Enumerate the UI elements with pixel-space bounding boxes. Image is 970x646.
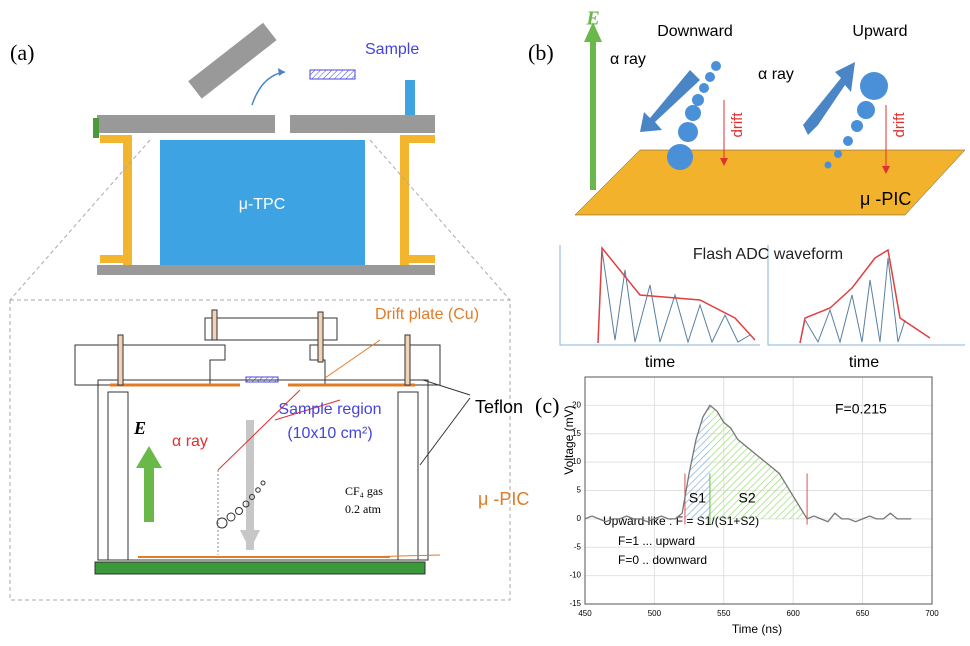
panel-label: (b) — [528, 40, 554, 65]
y-tick-label: -15 — [569, 599, 581, 608]
sample-region-size: (10x10 cm²) — [287, 425, 372, 442]
alpha-label: α ray — [610, 51, 646, 68]
tpc-label: μ-TPC — [239, 196, 286, 213]
waveform-title: Flash ADC waveform — [693, 246, 843, 263]
e-field-label: E — [133, 418, 146, 438]
panel-label: (c) — [535, 393, 559, 418]
alpha-label: α ray — [758, 66, 794, 83]
drift-plate-label: Drift plate (Cu) — [375, 306, 479, 323]
upic-label: μ -PIC — [478, 489, 529, 509]
y-tick-label: 0 — [577, 514, 582, 523]
time-label: time — [849, 354, 879, 371]
gas-label: CF₄ gas — [345, 484, 383, 498]
alpha-label: α ray — [172, 433, 208, 450]
upward-label: Upward — [852, 23, 907, 40]
drift-label: drift — [729, 112, 746, 138]
note: F=1 ... upward — [618, 534, 695, 548]
teflon-label: Teflon — [475, 397, 523, 417]
body: (a) Sample μ-TPC Drift plate (Cu) Sample… — [0, 0, 970, 646]
s1-label: S1 — [689, 490, 706, 506]
downward-label: Downward — [657, 23, 733, 40]
s2-label: S2 — [739, 490, 756, 506]
x-tick-label: 600 — [787, 609, 801, 618]
x-axis-label: Time (ns) — [732, 622, 782, 636]
y-tick-label: -5 — [574, 542, 582, 551]
y-tick-label: -10 — [569, 571, 581, 580]
figure: (a) Sample μ-TPC Drift plate (Cu) Sample… — [0, 0, 970, 641]
y-tick-label: 15 — [572, 429, 581, 438]
upic-label: μ -PIC — [860, 189, 911, 209]
annotation: F=0.215 — [835, 401, 887, 417]
y-tick-label: 20 — [572, 400, 581, 409]
sample-label: Sample — [365, 41, 419, 58]
drift-label: drift — [891, 112, 908, 138]
page: Figure { "panel_a": {"label": "(a)", "sa… — [0, 0, 970, 646]
panel-a-texts: (a) — [10, 40, 34, 65]
x-tick-label: 450 — [578, 609, 592, 618]
pressure-label: 0.2 atm — [345, 502, 382, 516]
x-tick-label: 550 — [717, 609, 731, 618]
panel-label: (a) — [10, 40, 34, 65]
y-tick-label: 5 — [577, 486, 582, 495]
e-field-label: E — [585, 8, 599, 30]
x-tick-label: 500 — [648, 609, 662, 618]
x-tick-label: 700 — [925, 609, 939, 618]
note: F=0 .. downward — [618, 553, 707, 567]
y-tick-label: 10 — [572, 457, 581, 466]
time-label: time — [645, 354, 675, 371]
x-tick-label: 650 — [856, 609, 870, 618]
sample-region-label: Sample region — [278, 401, 381, 418]
